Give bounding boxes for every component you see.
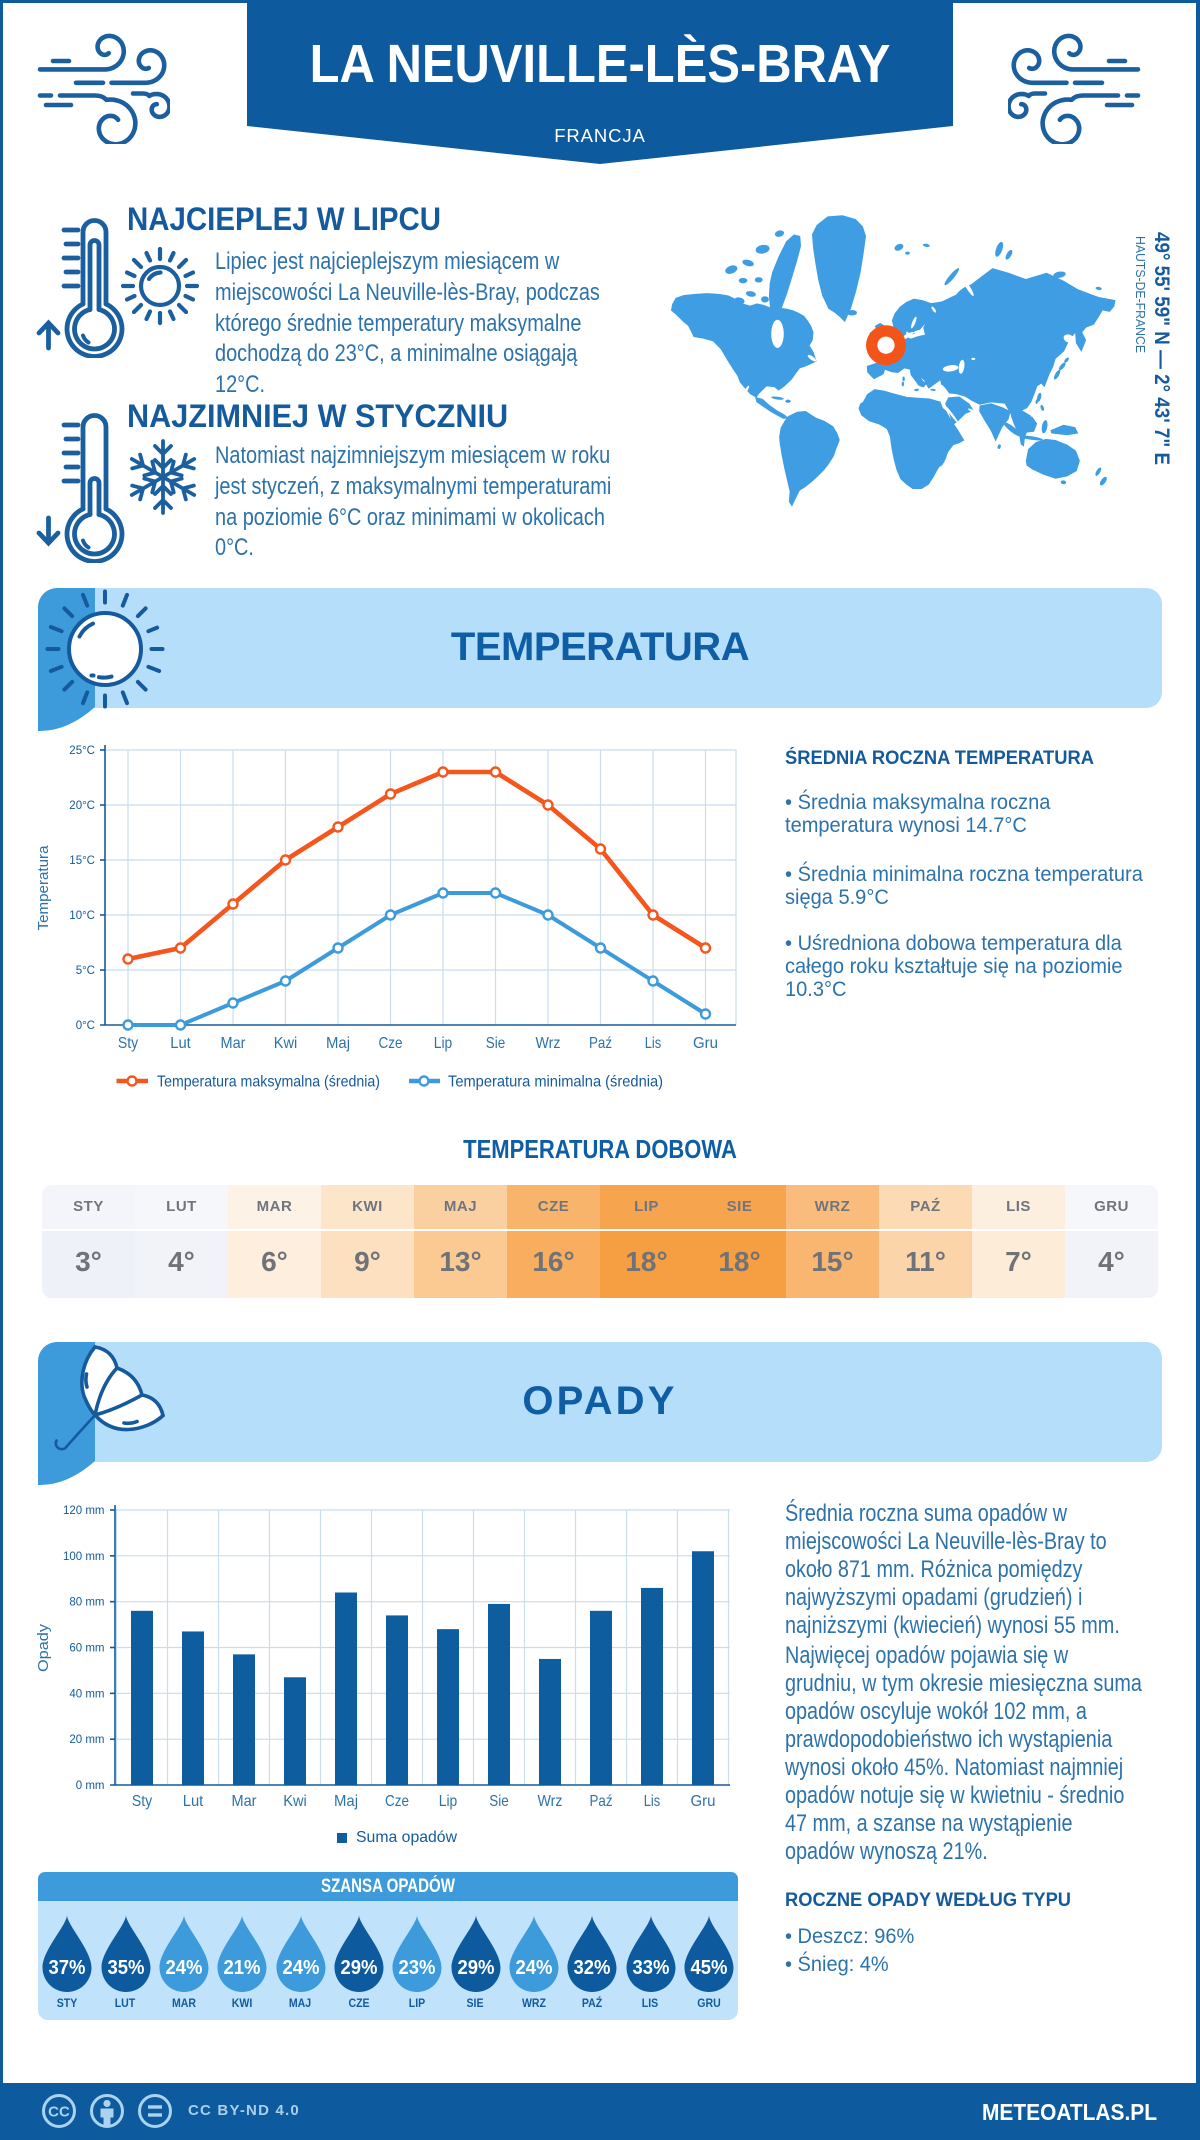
svg-text:25°C: 25°C xyxy=(69,745,95,757)
svg-text:Wrz: Wrz xyxy=(538,1793,563,1810)
svg-text:Temperatura minimalna (średnia: Temperatura minimalna (średnia) xyxy=(448,1074,663,1091)
svg-text:33%: 33% xyxy=(632,1957,669,1979)
svg-text:Cze: Cze xyxy=(385,1793,409,1810)
svg-text:29%: 29% xyxy=(457,1957,494,1979)
svg-text:24%: 24% xyxy=(282,1957,319,1979)
svg-text:0 mm: 0 mm xyxy=(76,1780,105,1792)
svg-text:Lis: Lis xyxy=(645,1035,662,1052)
svg-text:45%: 45% xyxy=(690,1957,727,1979)
svg-text:Sie: Sie xyxy=(486,1035,506,1052)
svg-text:0°C: 0°C xyxy=(76,1020,95,1032)
svg-text:Suma opadów: Suma opadów xyxy=(356,1829,458,1846)
svg-text:Lut: Lut xyxy=(170,1035,191,1052)
svg-text:15°C: 15°C xyxy=(69,855,95,867)
svg-text:23%: 23% xyxy=(399,1957,436,1979)
svg-text:35%: 35% xyxy=(107,1957,144,1979)
svg-text:Kwi: Kwi xyxy=(274,1035,298,1052)
svg-text:Maj: Maj xyxy=(334,1793,358,1810)
svg-text:10°C: 10°C xyxy=(69,910,95,922)
svg-text:Maj: Maj xyxy=(326,1035,350,1052)
svg-text:Temperatura maksymalna (średni: Temperatura maksymalna (średnia) xyxy=(157,1074,380,1091)
svg-text:Mar: Mar xyxy=(232,1793,258,1810)
svg-text:Wrz: Wrz xyxy=(536,1035,561,1052)
svg-text:80 mm: 80 mm xyxy=(69,1597,104,1609)
svg-text:37%: 37% xyxy=(49,1957,86,1979)
svg-text:Lut: Lut xyxy=(183,1793,204,1810)
svg-text:Gru: Gru xyxy=(691,1793,716,1810)
svg-text:Lis: Lis xyxy=(644,1793,661,1810)
svg-text:32%: 32% xyxy=(574,1957,611,1979)
svg-text:Temperatura: Temperatura xyxy=(35,845,52,931)
svg-text:40 mm: 40 mm xyxy=(69,1688,104,1700)
svg-text:5°C: 5°C xyxy=(76,965,95,977)
svg-text:29%: 29% xyxy=(340,1957,377,1979)
svg-text:Paź: Paź xyxy=(590,1793,613,1810)
svg-text:20°C: 20°C xyxy=(69,800,95,812)
svg-text:Sty: Sty xyxy=(118,1035,138,1052)
svg-text:CC: CC xyxy=(48,2104,70,2121)
svg-text:21%: 21% xyxy=(224,1957,261,1979)
svg-text:24%: 24% xyxy=(165,1957,202,1979)
svg-text:Mar: Mar xyxy=(221,1035,247,1052)
svg-text:60 mm: 60 mm xyxy=(69,1642,104,1654)
svg-text:Paź: Paź xyxy=(589,1035,612,1052)
svg-text:Sty: Sty xyxy=(132,1793,152,1810)
svg-text:Lip: Lip xyxy=(439,1793,458,1810)
svg-text:Lip: Lip xyxy=(434,1035,453,1052)
svg-text:Gru: Gru xyxy=(693,1035,718,1052)
svg-text:120 mm: 120 mm xyxy=(63,1505,105,1517)
svg-text:Cze: Cze xyxy=(379,1035,403,1052)
svg-text:Opady: Opady xyxy=(35,1623,52,1672)
svg-text:24%: 24% xyxy=(515,1957,552,1979)
svg-text:100 mm: 100 mm xyxy=(63,1551,105,1563)
svg-text:Sie: Sie xyxy=(489,1793,509,1810)
svg-text:20 mm: 20 mm xyxy=(69,1734,104,1746)
svg-text:Kwi: Kwi xyxy=(283,1793,307,1810)
